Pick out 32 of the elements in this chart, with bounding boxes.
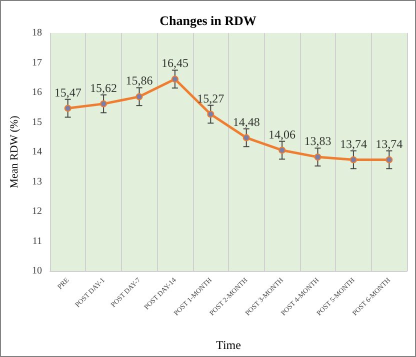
data-label: 15,86	[126, 74, 153, 88]
y-tick-label: 18	[32, 28, 42, 38]
data-label: 13,74	[376, 136, 403, 151]
point	[136, 93, 143, 100]
point	[64, 104, 72, 112]
data-label: 15,27	[197, 91, 224, 106]
y-tick-label: 14	[32, 146, 42, 158]
y-axis-title: Mean RDW (%)	[8, 115, 20, 188]
y-tick-label: 10	[32, 266, 42, 276]
point	[242, 134, 250, 142]
y-tick-label: 12	[32, 206, 42, 217]
point	[171, 76, 178, 83]
point	[100, 100, 108, 108]
data-label: 14,06	[268, 127, 296, 142]
data-label: 16,45	[161, 56, 188, 70]
data-label: 15,62	[90, 80, 118, 95]
y-tick-label: 13	[32, 176, 42, 188]
point	[386, 156, 393, 164]
point	[207, 110, 214, 118]
data-label: 13,74	[340, 136, 367, 151]
chart-title: Changes in RDW	[160, 13, 256, 28]
y-tick-label: 16	[32, 87, 42, 98]
y-tick-label: 15	[32, 116, 42, 128]
data-label: 15,47	[54, 85, 82, 100]
x-axis-title: Time	[216, 338, 241, 352]
data-label: 13,83	[304, 134, 332, 148]
point	[350, 156, 357, 164]
data-label: 14,48	[232, 114, 260, 129]
point	[278, 146, 286, 154]
y-tick-label: 17	[32, 57, 42, 68]
y-tick-label: 11	[32, 236, 42, 247]
point	[314, 154, 322, 161]
